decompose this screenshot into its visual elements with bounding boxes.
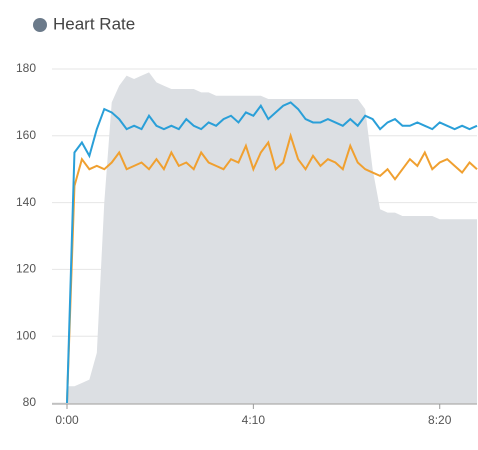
x-tick-label: 0:00 xyxy=(55,413,79,427)
title-dot xyxy=(33,18,47,32)
y-tick-label: 180 xyxy=(16,61,36,75)
x-tick-label: 4:10 xyxy=(242,413,266,427)
chart-title: Heart Rate xyxy=(53,14,135,33)
line xyxy=(66,101,478,404)
line xyxy=(66,132,478,404)
y-tick-label: 80 xyxy=(23,395,37,409)
y-tick-label: 160 xyxy=(16,128,36,142)
area xyxy=(67,72,477,403)
x-tick-label: 8:20 xyxy=(428,413,452,427)
y-tick-label: 120 xyxy=(16,262,36,276)
y-tick-label: 100 xyxy=(16,328,36,342)
y-tick-label: 140 xyxy=(16,195,36,209)
